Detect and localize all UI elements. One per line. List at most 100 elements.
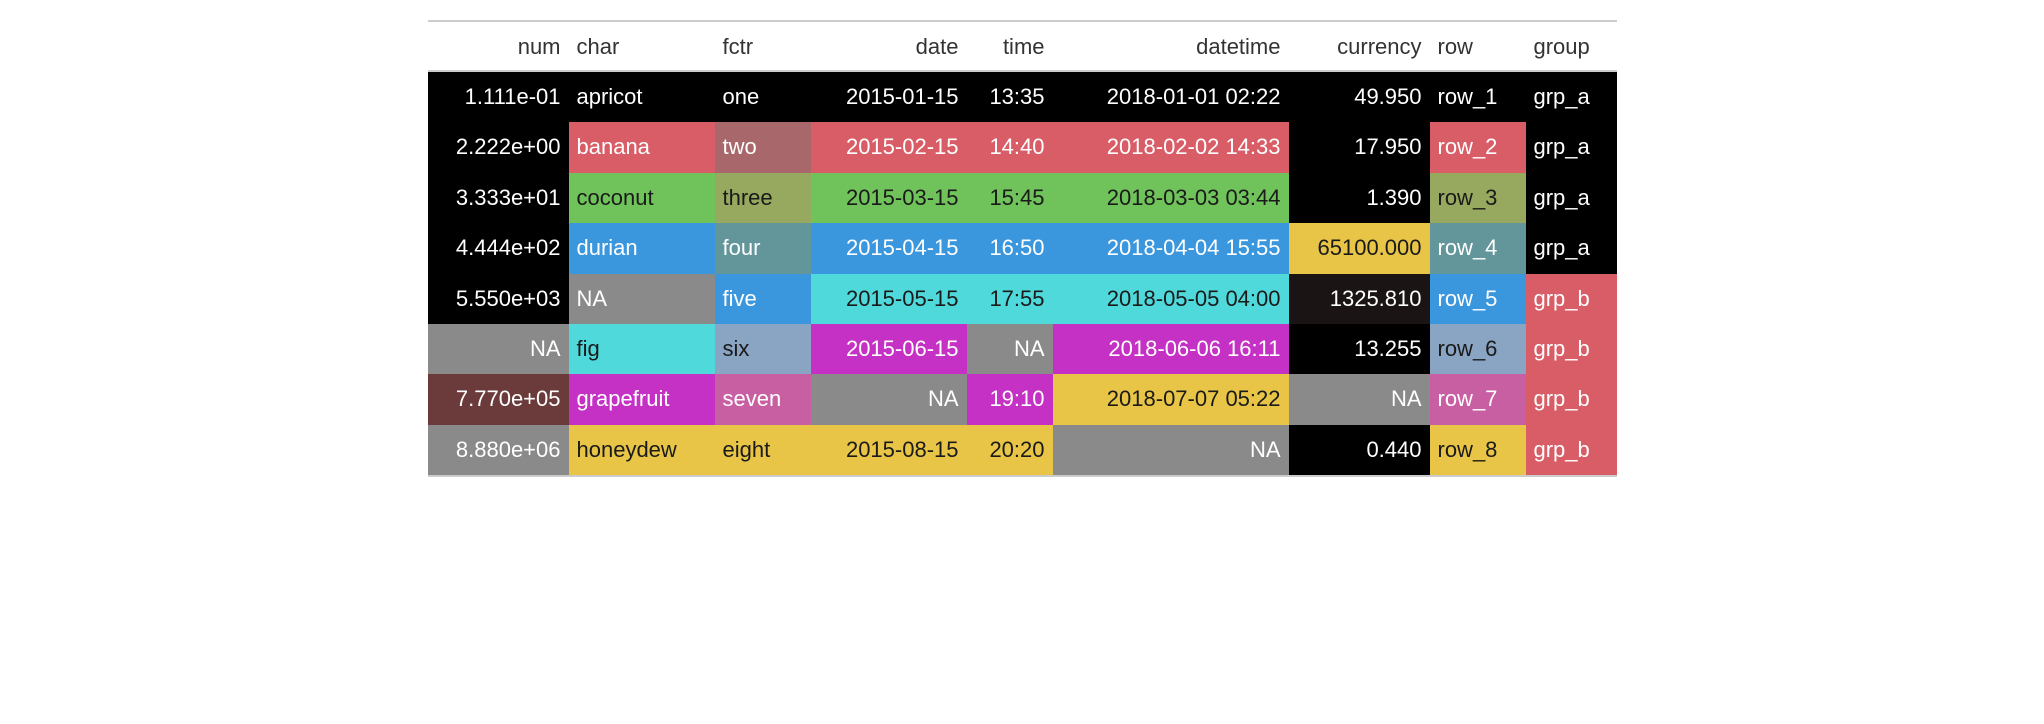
col-header-time: time	[967, 22, 1053, 72]
cell-value: 2018-07-07 05:22	[1107, 386, 1281, 411]
cell-value: 17:55	[989, 286, 1044, 311]
data-table: numcharfctrdatetimedatetimecurrencyrowgr…	[428, 22, 1617, 475]
cell-value: 14:40	[989, 134, 1044, 159]
cell-value: four	[723, 235, 761, 260]
cell-currency: 17.950	[1289, 122, 1430, 172]
cell-fctr: four	[715, 223, 811, 273]
table-row: NAfigsix2015-06-15NA2018-06-06 16:1113.2…	[428, 324, 1617, 374]
cell-num: 7.770e+05	[428, 374, 569, 424]
col-header-fctr: fctr	[715, 22, 811, 72]
cell-value: two	[723, 134, 757, 159]
cell-char: apricot	[569, 72, 715, 122]
cell-value: row_5	[1438, 286, 1498, 311]
cell-value: 2015-01-15	[846, 84, 959, 109]
cell-group: grp_a	[1526, 122, 1617, 172]
cell-fctr: five	[715, 274, 811, 324]
cell-row: row_5	[1430, 274, 1526, 324]
cell-value: seven	[723, 386, 782, 411]
cell-row: row_3	[1430, 173, 1526, 223]
cell-value: 65100.000	[1318, 235, 1422, 260]
cell-value: 1.390	[1366, 185, 1421, 210]
cell-datetime: 2018-02-02 14:33	[1053, 122, 1289, 172]
cell-value: 2018-04-04 15:55	[1107, 235, 1281, 260]
cell-value: six	[723, 336, 750, 361]
cell-value: grp_a	[1534, 84, 1590, 109]
cell-value: NA	[1250, 437, 1281, 462]
cell-date: 2015-06-15	[811, 324, 967, 374]
col-header-group: group	[1526, 22, 1617, 72]
cell-value: 0.440	[1366, 437, 1421, 462]
cell-date: NA	[811, 374, 967, 424]
cell-value: 2015-02-15	[846, 134, 959, 159]
cell-value: eight	[723, 437, 771, 462]
cell-row: row_8	[1430, 425, 1526, 475]
col-header-label: date	[916, 34, 959, 59]
cell-num: NA	[428, 324, 569, 374]
cell-time: 13:35	[967, 72, 1053, 122]
col-header-date: date	[811, 22, 967, 72]
cell-value: 7.770e+05	[456, 386, 561, 411]
cell-datetime: 2018-04-04 15:55	[1053, 223, 1289, 273]
cell-value: 8.880e+06	[456, 437, 561, 462]
cell-time: 14:40	[967, 122, 1053, 172]
cell-value: honeydew	[577, 437, 677, 462]
data-table-container: numcharfctrdatetimedatetimecurrencyrowgr…	[428, 20, 1617, 477]
cell-value: row_7	[1438, 386, 1498, 411]
cell-row: row_2	[1430, 122, 1526, 172]
cell-value: 20:20	[989, 437, 1044, 462]
cell-row: row_7	[1430, 374, 1526, 424]
cell-num: 3.333e+01	[428, 173, 569, 223]
cell-date: 2015-01-15	[811, 72, 967, 122]
table-header: numcharfctrdatetimedatetimecurrencyrowgr…	[428, 22, 1617, 72]
table-row: 2.222e+00bananatwo2015-02-1514:402018-02…	[428, 122, 1617, 172]
cell-value: grp_a	[1534, 235, 1590, 260]
cell-value: NA	[928, 386, 959, 411]
cell-date: 2015-08-15	[811, 425, 967, 475]
cell-value: grp_a	[1534, 185, 1590, 210]
cell-value: 4.444e+02	[456, 235, 561, 260]
cell-value: row_1	[1438, 84, 1498, 109]
cell-value: NA	[1391, 386, 1422, 411]
cell-value: NA	[577, 286, 608, 311]
cell-value: 49.950	[1354, 84, 1421, 109]
col-header-label: fctr	[723, 34, 754, 59]
cell-value: 17.950	[1354, 134, 1421, 159]
table-row: 1.111e-01apricotone2015-01-1513:352018-0…	[428, 72, 1617, 122]
cell-currency: 49.950	[1289, 72, 1430, 122]
table-row: 3.333e+01coconutthree2015-03-1515:452018…	[428, 173, 1617, 223]
cell-value: 1325.810	[1330, 286, 1422, 311]
cell-currency: 65100.000	[1289, 223, 1430, 273]
col-header-label: time	[1003, 34, 1045, 59]
cell-char: NA	[569, 274, 715, 324]
cell-num: 5.550e+03	[428, 274, 569, 324]
cell-value: 2015-04-15	[846, 235, 959, 260]
table-header-row: numcharfctrdatetimedatetimecurrencyrowgr…	[428, 22, 1617, 72]
cell-char: fig	[569, 324, 715, 374]
col-header-label: char	[577, 34, 620, 59]
cell-value: 1.111e-01	[465, 84, 561, 109]
cell-char: durian	[569, 223, 715, 273]
cell-value: 2018-02-02 14:33	[1107, 134, 1281, 159]
cell-value: coconut	[577, 185, 654, 210]
table-row: 7.770e+05grapefruitsevenNA19:102018-07-0…	[428, 374, 1617, 424]
cell-value: row_6	[1438, 336, 1498, 361]
cell-value: fig	[577, 336, 600, 361]
cell-value: five	[723, 286, 757, 311]
cell-num: 1.111e-01	[428, 72, 569, 122]
cell-value: grp_a	[1534, 134, 1590, 159]
cell-value: NA	[530, 336, 561, 361]
cell-fctr: two	[715, 122, 811, 172]
cell-group: grp_a	[1526, 173, 1617, 223]
cell-currency: 1.390	[1289, 173, 1430, 223]
cell-value: row_2	[1438, 134, 1498, 159]
cell-date: 2015-02-15	[811, 122, 967, 172]
cell-value: row_4	[1438, 235, 1498, 260]
table-row: 4.444e+02durianfour2015-04-1516:502018-0…	[428, 223, 1617, 273]
cell-currency: NA	[1289, 374, 1430, 424]
cell-fctr: one	[715, 72, 811, 122]
cell-value: 2015-05-15	[846, 286, 959, 311]
cell-group: grp_a	[1526, 223, 1617, 273]
cell-char: grapefruit	[569, 374, 715, 424]
cell-value: durian	[577, 235, 638, 260]
cell-value: grp_b	[1534, 336, 1590, 361]
